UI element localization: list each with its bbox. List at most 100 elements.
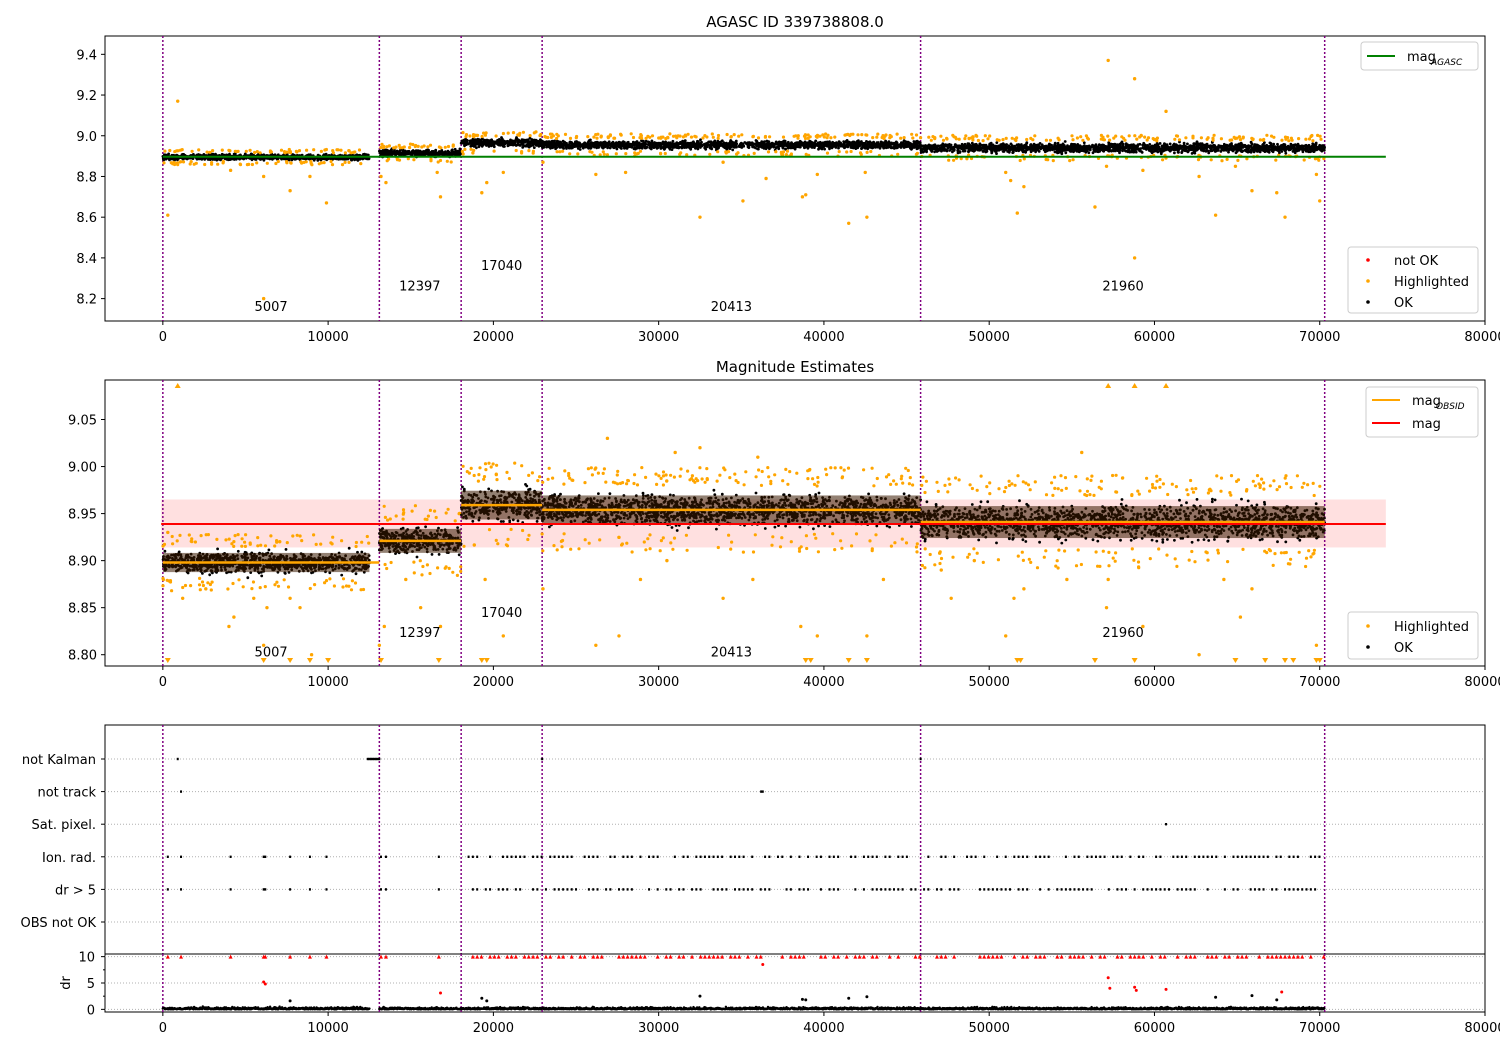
ok-point [819,142,823,146]
ok-point [860,146,864,150]
ok-point [918,141,922,145]
ok-point [537,144,541,148]
ok-point [524,140,528,143]
highlighted-point [869,149,873,154]
highlighted-point [590,150,594,154]
ok-point [1249,150,1253,154]
ok-point [837,140,841,144]
highlighted-point [492,149,496,153]
highlighted-point [624,152,628,156]
ok-point [586,143,590,147]
highlighted-point [446,144,451,149]
highlighted-point [319,149,323,153]
ok-point [509,139,512,143]
ok-point [681,144,685,148]
ok-point [694,143,698,147]
ok-point [554,142,558,146]
ok-point [739,142,742,146]
ok-point [1156,150,1160,154]
highlighted-point [208,150,212,154]
ok-point [831,141,835,145]
ok-point [837,146,840,150]
highlighted-point [737,134,741,138]
highlighted-point [837,150,841,154]
highlighted-point [483,133,487,137]
ok-point [757,147,760,151]
highlighted-point [520,150,524,154]
ok-point [324,152,328,156]
ok-point [648,146,652,150]
highlighted-point [521,130,526,134]
highlighted-point [871,136,875,140]
ok-point [432,150,435,153]
ok-point [1111,149,1114,152]
panel-title-agasc: AGASC ID 339738808.0 [706,13,884,31]
highlighted-point [412,158,416,162]
ok-point [473,138,477,142]
ok-point [1063,140,1067,143]
ok-point [561,143,564,147]
highlighted-point [556,134,560,138]
ok-point [422,150,425,154]
ok-point [668,147,672,151]
highlighted-point [250,162,254,167]
ok-point [500,137,504,141]
ok-point [1227,150,1230,154]
highlighted-point [233,149,237,153]
ok-point [726,144,729,148]
highlighted-point [317,162,321,166]
highlighted-point [451,143,455,147]
highlighted-point [221,159,225,164]
highlighted-point [648,135,652,139]
ok-point [914,140,918,144]
ok-point [560,145,564,149]
highlighted-point [663,151,667,156]
highlighted-point [756,136,761,140]
ok-point [1186,142,1189,146]
highlighted-point [576,152,580,156]
highlighted-point [340,163,345,167]
ok-point [508,142,511,146]
highlighted-point [595,136,599,140]
highlighted-point [173,162,177,167]
ok-point [1134,150,1138,154]
ok-point [901,141,905,145]
ok-point [1276,146,1280,150]
highlighted-point [881,134,885,138]
ok-point [683,139,687,143]
ok-point [1163,142,1167,146]
highlighted-point [694,135,698,139]
highlighted-point [848,133,852,138]
ok-point [875,144,879,148]
ok-point [640,144,643,148]
ok-point [671,139,675,143]
highlighted-point [416,144,420,148]
highlighted-point [228,149,232,153]
highlighted-point [751,134,756,138]
highlighted-point [387,157,391,161]
axes-frame [104,35,1486,322]
ok-point [614,144,618,147]
ok-point [1272,142,1276,146]
ok-point [909,146,912,150]
ok-point [762,146,766,150]
highlighted-point [461,152,465,156]
ok-point [699,142,702,146]
ok-point [872,141,875,144]
ok-point [492,143,496,147]
ok-point [689,143,692,147]
highlighted-point [312,148,316,152]
ok-point [1284,151,1288,155]
ok-point [837,143,841,147]
highlighted-point [829,136,833,140]
highlighted-point [385,145,389,149]
ok-point [564,145,568,149]
ok-point [762,143,766,146]
ok-point [919,146,922,150]
highlighted-point [244,149,248,153]
ok-point [1173,151,1176,155]
ok-point [521,138,525,142]
ok-point [893,143,896,147]
highlighted-point [472,135,476,139]
highlighted-point [818,134,822,138]
